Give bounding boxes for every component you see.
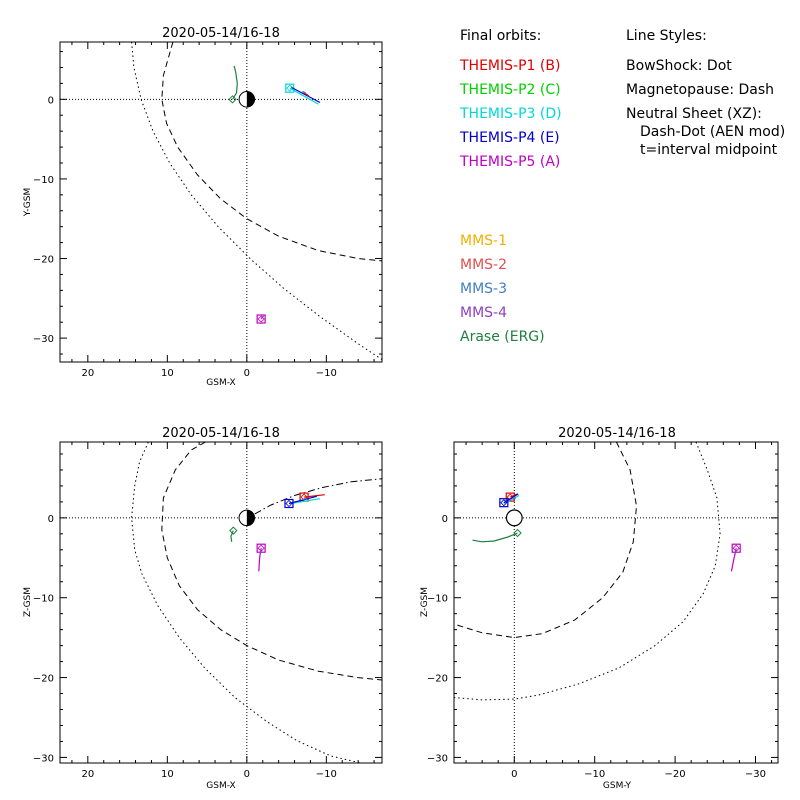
xz-xtick-label: −10 xyxy=(316,769,337,780)
yz-marker-diamond-themis-p4-e xyxy=(500,499,508,507)
yz-ytick-label: −20 xyxy=(427,674,448,685)
xz-panel-xlabel: GSM-X xyxy=(206,781,235,791)
legend-style-neutral-sheet: Neutral Sheet (XZ): xyxy=(626,106,762,122)
legend-style-dashdot: Dash-Dot (AEN mod) xyxy=(640,124,785,140)
yz-marker-themis-p4-e xyxy=(499,498,509,508)
legend-item-mms-1: MMS-1 xyxy=(460,233,507,249)
yz-curve-magnetopause xyxy=(454,442,638,639)
yz-panel-xlabel: GSM-Y xyxy=(603,781,632,791)
legend-item-mms-3: MMS-3 xyxy=(460,281,507,297)
yz-track-mms-4 xyxy=(734,548,737,557)
xy-spacecraft-tracks xyxy=(228,65,321,324)
xy-track-mms-4 xyxy=(260,316,264,319)
yz-marker-arase-erg xyxy=(513,528,522,538)
legend: Final orbits: THEMIS-P1 (B) THEMIS-P2 (C… xyxy=(459,28,785,345)
legend-item-themis-p3: THEMIS-P3 (D) xyxy=(459,106,562,122)
yz-panel-title: 2020-05-14/16-18 xyxy=(558,426,676,441)
xz-curve-neutral-sheet-xz xyxy=(254,478,382,515)
xy-marker-themis-p5-a xyxy=(256,314,266,324)
yz-earth xyxy=(505,509,523,527)
xy-track-mms-3 xyxy=(302,90,306,94)
xy-curve-bowshock xyxy=(131,42,382,361)
xy-marker-diamond-themis-p5-a xyxy=(257,315,265,323)
legend-styles-title: Line Styles: xyxy=(626,28,707,44)
legend-item-themis-p1: THEMIS-P1 (B) xyxy=(459,58,560,74)
xz-track-mms-4 xyxy=(259,548,262,558)
yz-marker-themis-p1-b xyxy=(505,492,515,502)
yz-track-arase-erg xyxy=(472,532,518,543)
xy-curve-magnetopause xyxy=(161,42,382,262)
xz-ytick-label: −30 xyxy=(33,753,54,764)
xy-ytick-label: 0 xyxy=(48,95,54,106)
xz-panel-title: 2020-05-14/16-18 xyxy=(162,426,280,441)
xz-ytick-label: 0 xyxy=(48,514,54,525)
xz-spacecraft-tracks xyxy=(229,492,325,572)
yz-spacecraft-tracks xyxy=(472,492,741,572)
xy-xtick-label: 20 xyxy=(81,368,94,379)
yz-ytick-label: 0 xyxy=(442,514,448,525)
legend-item-themis-p5: THEMIS-P5 (A) xyxy=(459,154,560,170)
legend-item-mms-4: MMS-4 xyxy=(460,305,507,321)
yz-boundary-curves xyxy=(454,442,721,701)
yz-xtick-label: −20 xyxy=(665,769,686,780)
xz-xtick-label: 10 xyxy=(161,769,174,780)
xy-track-arase-erg xyxy=(231,65,238,100)
xy-plot-frame xyxy=(59,41,383,363)
legend-item-mms-2: MMS-2 xyxy=(460,257,507,273)
xy-ytick-label: −10 xyxy=(33,175,54,186)
xy-xtick-label: 10 xyxy=(161,368,174,379)
yz-track-mms-3 xyxy=(512,497,517,501)
yz-panel-ylabel: Z-GSM xyxy=(420,587,430,617)
yz-ytick-label: −30 xyxy=(427,753,448,764)
xy-panel-xlabel: GSM-X xyxy=(206,378,235,388)
xz-orbit-panel: 2020-05-14/16-18 GSM-X Z-GSM 20 10 0 −10 −30… xyxy=(23,426,383,791)
xz-marker-themis-p4-e xyxy=(284,498,294,509)
xy-panel-ylabel: Y-GSM xyxy=(23,188,33,217)
xy-ytick-label: −20 xyxy=(33,255,54,266)
yz-marker-themis-p5-a xyxy=(731,543,741,553)
yz-xtick-label: −30 xyxy=(745,769,766,780)
xy-panel-title: 2020-05-14/16-18 xyxy=(162,26,280,41)
xz-track-themis-p3-d xyxy=(290,498,321,505)
legend-item-themis-p2: THEMIS-P2 (C) xyxy=(459,82,561,98)
legend-style-magnetopause: Magnetopause: Dash xyxy=(626,82,774,98)
yz-xtick-label: 0 xyxy=(511,769,517,780)
xz-xtick-label: 20 xyxy=(81,769,94,780)
xz-xtick-label: 0 xyxy=(244,769,250,780)
legend-style-midpoint: t=interval midpoint xyxy=(640,142,778,158)
xz-track-arase-erg xyxy=(230,530,234,542)
legend-orbits-title: Final orbits: xyxy=(460,28,541,44)
xz-ytick-label: −10 xyxy=(33,594,54,605)
xz-boundary-curves xyxy=(131,442,382,763)
yz-xtick-label: −10 xyxy=(584,769,605,780)
xz-track-mms-3 xyxy=(302,497,308,501)
yz-orbit-panel: 2020-05-14/16-18 GSM-Y Z-GSM 0 −10 −20 −30 −… xyxy=(420,426,779,791)
xy-boundary-curves xyxy=(131,42,382,361)
xz-marker-diamond-themis-p4-e xyxy=(285,499,293,508)
xy-marker-arase-erg xyxy=(228,95,237,104)
xy-xtick-label: −10 xyxy=(316,368,337,379)
yz-track-themis-p4-e xyxy=(503,493,519,504)
legend-item-arase: Arase (ERG) xyxy=(460,329,545,345)
xz-panel-ylabel: Z-GSM xyxy=(23,587,33,617)
xy-track-themis-p3-d xyxy=(289,87,319,105)
yz-ytick-label: −10 xyxy=(427,594,448,605)
xz-earth-night-side xyxy=(246,510,255,526)
xy-xtick-label: 0 xyxy=(244,368,250,379)
xz-curve-magnetopause xyxy=(161,442,382,681)
yz-curve-bowshock xyxy=(454,442,721,701)
legend-style-bowshock: BowShock: Dot xyxy=(626,58,732,74)
xy-orbit-panel: 2020-05-14/16-18 GSM-X Y-GSM 20 10 0 −10 −30… xyxy=(23,26,383,388)
xz-curve-bowshock xyxy=(131,442,361,763)
legend-item-themis-p4: THEMIS-P4 (E) xyxy=(459,130,560,146)
xz-ytick-label: −20 xyxy=(33,674,54,685)
xy-ytick-label: −30 xyxy=(33,334,54,345)
xz-plot-frame xyxy=(59,441,383,764)
xz-marker-arase-erg xyxy=(229,526,238,535)
xy-earth-night-side xyxy=(246,91,255,108)
xy-track-themis-p4-e xyxy=(291,86,321,104)
xz-marker-themis-p5-a xyxy=(256,543,266,553)
yz-plot-frame xyxy=(453,441,779,764)
